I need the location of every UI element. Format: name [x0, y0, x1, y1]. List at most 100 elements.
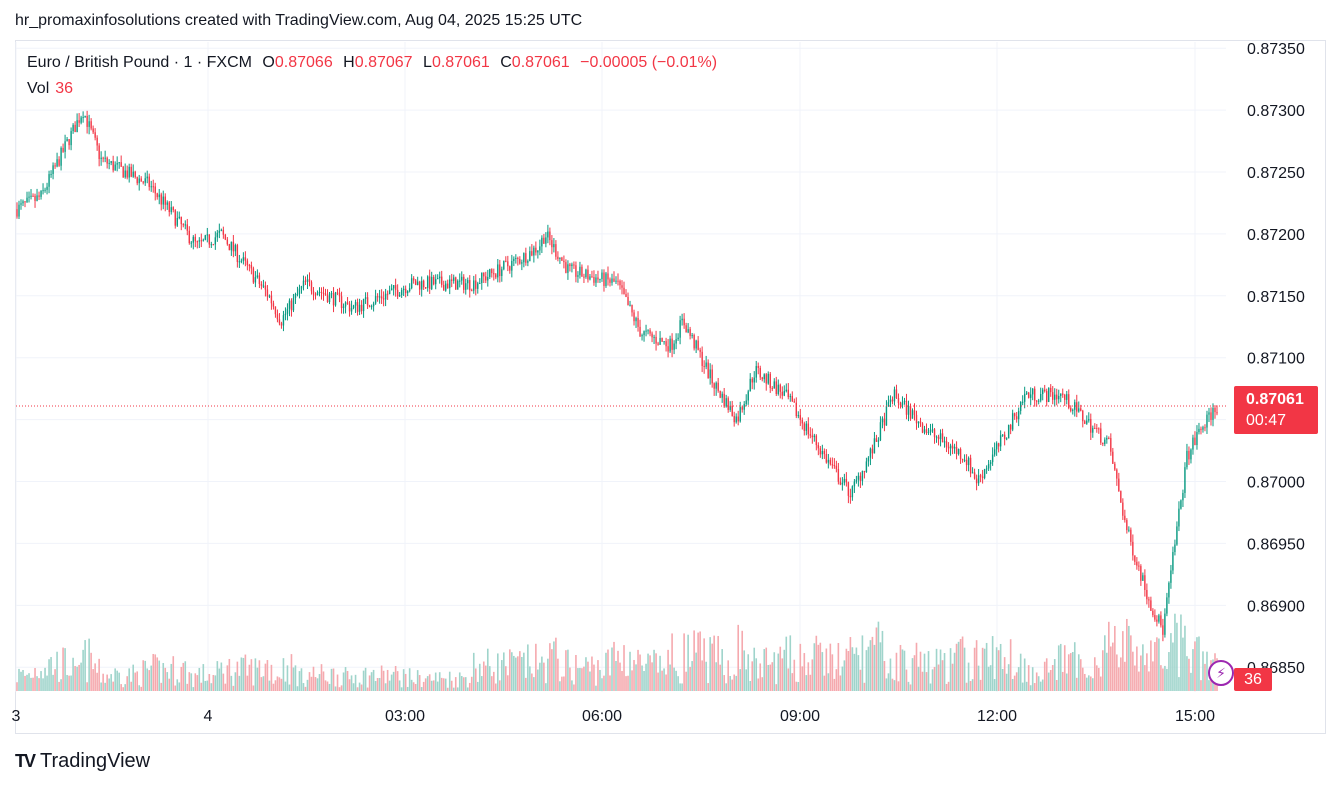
candle: [541, 235, 543, 253]
candle: [378, 289, 381, 304]
candle: [883, 412, 886, 432]
volume-bar: [1007, 664, 1010, 691]
volume-bar: [511, 652, 513, 691]
volume-bar: [515, 657, 517, 691]
candle: [16, 202, 18, 219]
lightning-icon[interactable]: ⚡: [1208, 660, 1234, 686]
candle: [571, 262, 573, 273]
candle: [1031, 387, 1034, 401]
volume-bar: [1204, 663, 1206, 691]
candle: [537, 250, 539, 259]
volume-bar: [921, 671, 924, 691]
candle: [481, 272, 483, 290]
volume-bar: [44, 667, 46, 691]
candle: [328, 291, 331, 305]
volume-bar: [937, 664, 940, 691]
candle: [937, 434, 940, 446]
candle: [893, 386, 896, 406]
volume-bar: [795, 681, 798, 691]
candle: [521, 259, 523, 271]
candle: [731, 400, 733, 417]
candle: [837, 462, 840, 485]
candle: [392, 284, 395, 296]
candle: [254, 271, 257, 288]
candle: [997, 442, 1000, 453]
candle: [645, 324, 647, 337]
candle: [963, 454, 966, 463]
candle: [406, 290, 409, 297]
volume-bar: [262, 676, 265, 691]
close-value: C0.87061: [500, 54, 570, 71]
candle: [505, 256, 507, 263]
candle: [741, 405, 743, 413]
candle: [334, 291, 337, 307]
candle: [262, 279, 265, 288]
volume-bar: [869, 640, 872, 691]
volume-bar: [278, 677, 281, 691]
volume-bar: [300, 668, 303, 691]
volume-bar: [202, 664, 205, 691]
volume-bar: [38, 678, 40, 691]
candle: [641, 333, 643, 341]
candle: [675, 333, 677, 350]
candle: [206, 227, 209, 243]
candle: [921, 422, 924, 434]
volume-bar: [452, 687, 455, 691]
candle: [424, 286, 427, 290]
candle: [1150, 596, 1152, 611]
candle: [671, 333, 673, 358]
volume-bar: [458, 672, 461, 691]
candle: [661, 337, 663, 343]
volume-bar: [695, 652, 697, 691]
candle: [727, 396, 729, 413]
volume-bar: [865, 650, 868, 691]
volume-bar: [222, 673, 225, 691]
candle: [587, 265, 589, 283]
volume-bar: [92, 669, 94, 691]
candle: [851, 485, 854, 501]
volume-bar: [995, 647, 998, 691]
candle: [905, 393, 908, 420]
candle: [1202, 425, 1204, 433]
volume-bar: [715, 662, 717, 691]
candle: [100, 151, 102, 166]
candle: [354, 299, 357, 313]
volume-bar: [350, 675, 353, 691]
volume-bar: [905, 669, 908, 691]
volume-bar: [609, 675, 611, 691]
candle: [172, 206, 174, 213]
volume-bar: [1013, 675, 1016, 691]
volume-bar: [675, 670, 677, 691]
volume-bar: [94, 663, 96, 691]
volume-bar: [699, 631, 701, 691]
volume-bar: [416, 670, 419, 691]
candle: [36, 188, 38, 202]
volume-bar: [474, 668, 477, 691]
candle: [949, 443, 952, 456]
candle: [124, 163, 126, 179]
volume-bar: [783, 649, 786, 691]
candle: [356, 298, 359, 316]
candle: [1200, 426, 1202, 435]
volume-bar: [1104, 635, 1106, 691]
volume-bar: [861, 635, 864, 691]
volume-bar: [1168, 652, 1170, 691]
volume-bar: [1128, 625, 1130, 691]
volume-bar: [370, 672, 373, 691]
volume-bar: [765, 647, 768, 691]
candle: [1011, 409, 1014, 432]
candle: [743, 401, 745, 415]
candle: [759, 365, 761, 381]
volume-bar: [320, 664, 323, 691]
candle: [533, 245, 535, 263]
volume-bar: [450, 680, 453, 691]
candle: [563, 255, 565, 269]
y-tick-label: 0.87350: [1247, 41, 1305, 58]
volume-bar: [200, 682, 203, 691]
volume-bar: [1071, 651, 1074, 691]
candle: [240, 258, 243, 264]
volume-bar: [40, 671, 42, 691]
volume-bar: [647, 653, 649, 691]
candle: [140, 176, 142, 182]
